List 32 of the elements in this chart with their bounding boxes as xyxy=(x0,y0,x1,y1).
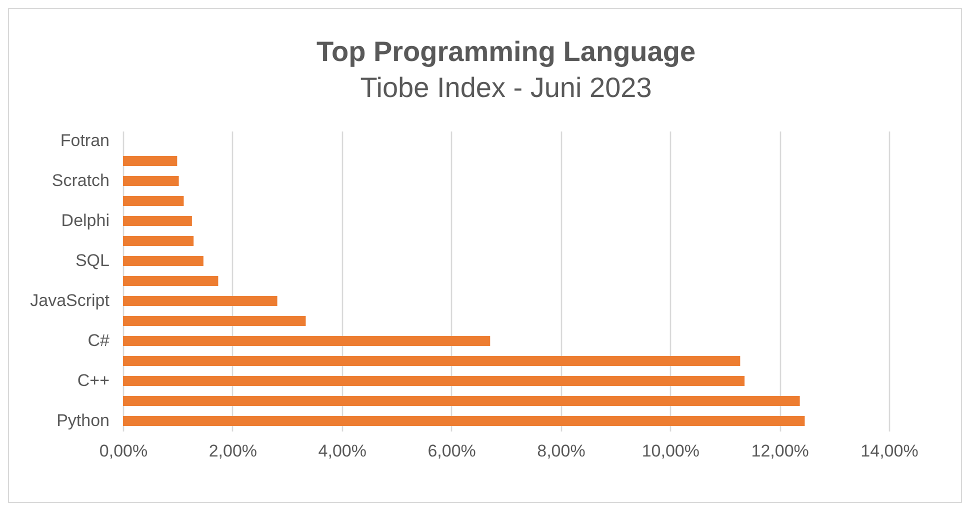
bar xyxy=(123,196,184,206)
bar xyxy=(123,296,278,306)
x-tick-label: 12,00% xyxy=(751,442,809,460)
x-tick-label: 8,00% xyxy=(537,442,586,460)
x-tick-label: 2,00% xyxy=(208,442,258,460)
y-tick-label: Delphi xyxy=(61,211,110,230)
y-tick-label: C++ xyxy=(77,371,110,390)
bar xyxy=(123,176,179,186)
bar xyxy=(123,376,745,386)
x-tick-label: 4,00% xyxy=(318,442,366,460)
y-tick-label: JavaScript xyxy=(30,291,110,310)
bar xyxy=(123,336,490,346)
bar xyxy=(123,396,800,406)
chart-title: Top Programming Language xyxy=(316,36,696,67)
bar xyxy=(123,156,178,166)
bar xyxy=(123,236,194,246)
x-tick-label: 0,00% xyxy=(99,442,148,460)
y-tick-label: C# xyxy=(88,331,110,350)
x-tick-label: 6,00% xyxy=(428,442,476,460)
x-tick-label: 10,00% xyxy=(642,442,700,460)
y-tick-label: Python xyxy=(56,411,110,430)
y-tick-label: Scratch xyxy=(52,171,110,190)
bar xyxy=(123,416,805,426)
x-tick-label: 14,00% xyxy=(860,442,918,460)
bar xyxy=(123,316,306,326)
bar xyxy=(123,256,204,266)
y-tick-label: SQL xyxy=(75,251,110,270)
bar xyxy=(123,356,740,366)
y-tick-label: Fotran xyxy=(60,131,110,150)
chart-subtitle: Tiobe Index - Juni 2023 xyxy=(360,72,652,103)
bar xyxy=(123,216,192,226)
bar xyxy=(123,276,218,286)
